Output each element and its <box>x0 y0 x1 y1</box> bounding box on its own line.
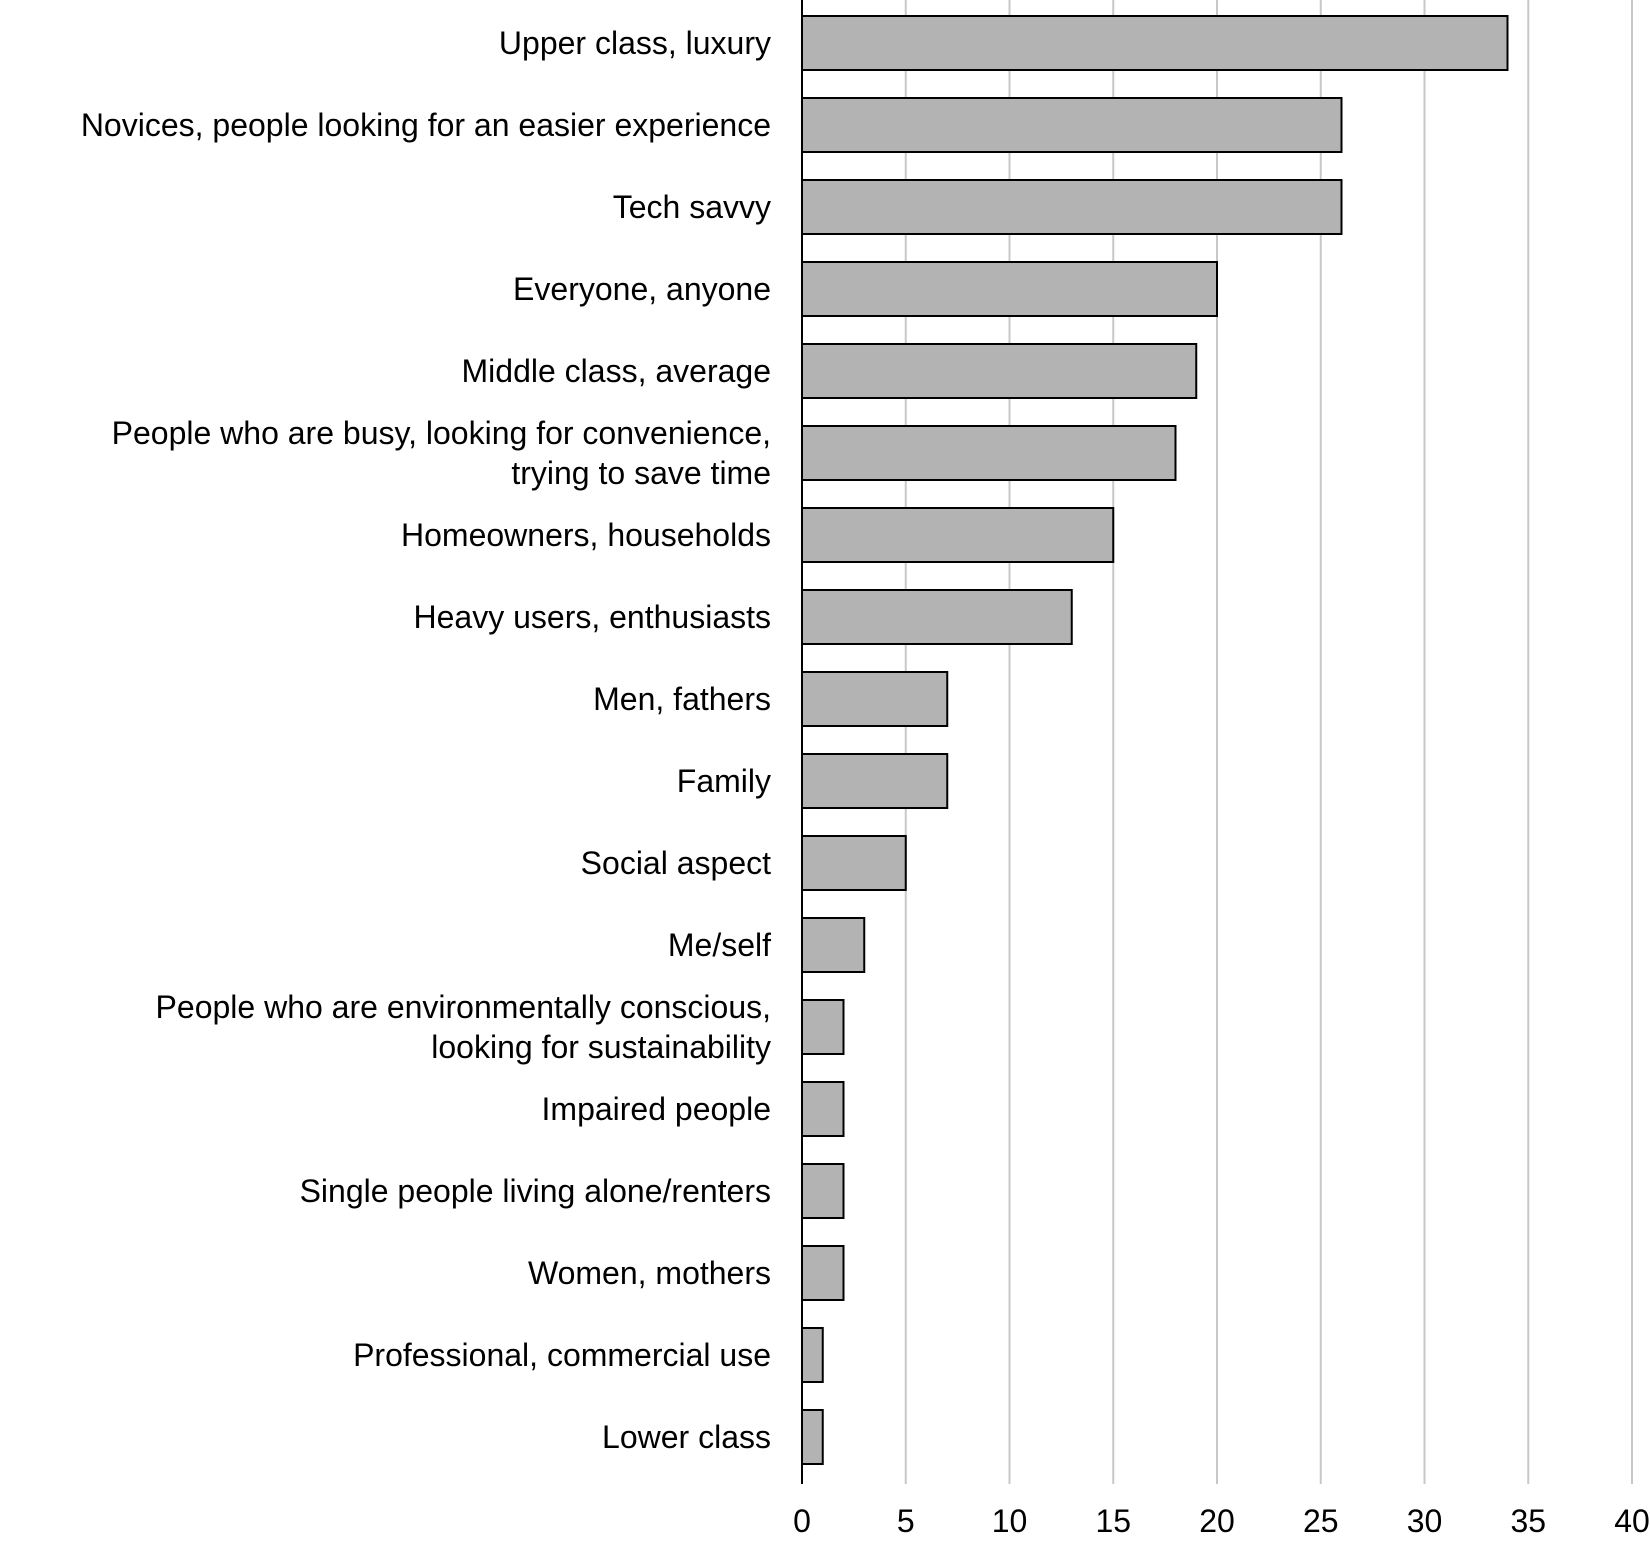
category-label: Homeowners, households <box>401 517 771 553</box>
category-label-line: People who are busy, looking for conveni… <box>112 415 771 451</box>
category-label-line: Novices, people looking for an easier ex… <box>81 107 771 143</box>
category-label-line: Social aspect <box>581 845 771 881</box>
category-label-line: Women, mothers <box>528 1255 771 1291</box>
bar <box>801 97 1343 153</box>
category-label-line: trying to save time <box>511 455 771 491</box>
category-label-line: Men, fathers <box>593 681 771 717</box>
category-label: Tech savvy <box>613 189 771 225</box>
category-label-line: Lower class <box>602 1419 771 1455</box>
x-tick-label: 25 <box>1303 1503 1339 1539</box>
bar <box>801 671 949 727</box>
bar <box>801 589 1073 645</box>
category-label-line: Professional, commercial use <box>353 1337 771 1373</box>
category-label-line: Family <box>677 763 771 799</box>
bar <box>801 999 845 1055</box>
bar <box>801 835 907 891</box>
bar <box>801 179 1343 235</box>
x-tick-label: 30 <box>1407 1503 1443 1539</box>
bar <box>801 261 1218 317</box>
category-label-line: Single people living alone/renters <box>300 1173 771 1209</box>
category-label: Social aspect <box>581 845 771 881</box>
category-label: People who are busy, looking for conveni… <box>112 415 771 491</box>
bar <box>801 917 866 973</box>
category-label: Everyone, anyone <box>513 271 771 307</box>
x-tick-label: 40 <box>1614 1503 1650 1539</box>
category-label: Upper class, luxury <box>499 25 771 61</box>
category-label-line: Heavy users, enthusiasts <box>414 599 772 635</box>
x-tick-label: 10 <box>992 1503 1028 1539</box>
category-label: Single people living alone/renters <box>300 1173 771 1209</box>
category-label-line: Me/self <box>668 927 771 963</box>
category-label-line: Tech savvy <box>613 189 771 225</box>
x-tick-label: 5 <box>897 1503 915 1539</box>
bar <box>801 425 1177 481</box>
category-labels: Upper class, luxury Novices, people looki… <box>81 25 771 1455</box>
category-label: Me/self <box>668 927 771 963</box>
bar <box>801 343 1198 399</box>
category-label: Novices, people looking for an easier ex… <box>81 107 771 143</box>
x-tick-label: 15 <box>1095 1503 1131 1539</box>
category-label-line: Homeowners, households <box>401 517 771 553</box>
category-label: People who are environmentally conscious… <box>156 989 771 1065</box>
bar <box>801 753 949 809</box>
tick-labels: 0 5 10 15 20 25 30 35 40 <box>793 1503 1650 1539</box>
category-label-line: Upper class, luxury <box>499 25 771 61</box>
category-label: Professional, commercial use <box>353 1337 771 1373</box>
x-tick-label: 0 <box>793 1503 811 1539</box>
category-label: Lower class <box>602 1419 771 1455</box>
gridlines <box>904 0 1633 1484</box>
x-tick-label: 35 <box>1510 1503 1546 1539</box>
category-label: Women, mothers <box>528 1255 771 1291</box>
bar <box>801 1327 824 1383</box>
bar <box>801 1163 845 1219</box>
category-label-line: looking for sustainability <box>431 1029 771 1065</box>
bar <box>801 1245 845 1301</box>
category-label: Impaired people <box>542 1091 771 1127</box>
category-label: Middle class, average <box>462 353 771 389</box>
category-label: Heavy users, enthusiasts <box>414 599 772 635</box>
bar <box>801 15 1509 71</box>
category-label-line: Everyone, anyone <box>513 271 771 307</box>
bars <box>801 15 1509 1465</box>
category-label-line: Impaired people <box>542 1091 771 1127</box>
x-tick-label: 20 <box>1199 1503 1235 1539</box>
bar <box>801 1409 824 1465</box>
bar <box>801 1081 845 1137</box>
bar <box>801 507 1115 563</box>
category-label-line: Middle class, average <box>462 353 771 389</box>
category-label-line: People who are environmentally conscious… <box>156 989 771 1025</box>
category-label: Men, fathers <box>593 681 771 717</box>
category-label: Family <box>677 763 771 799</box>
